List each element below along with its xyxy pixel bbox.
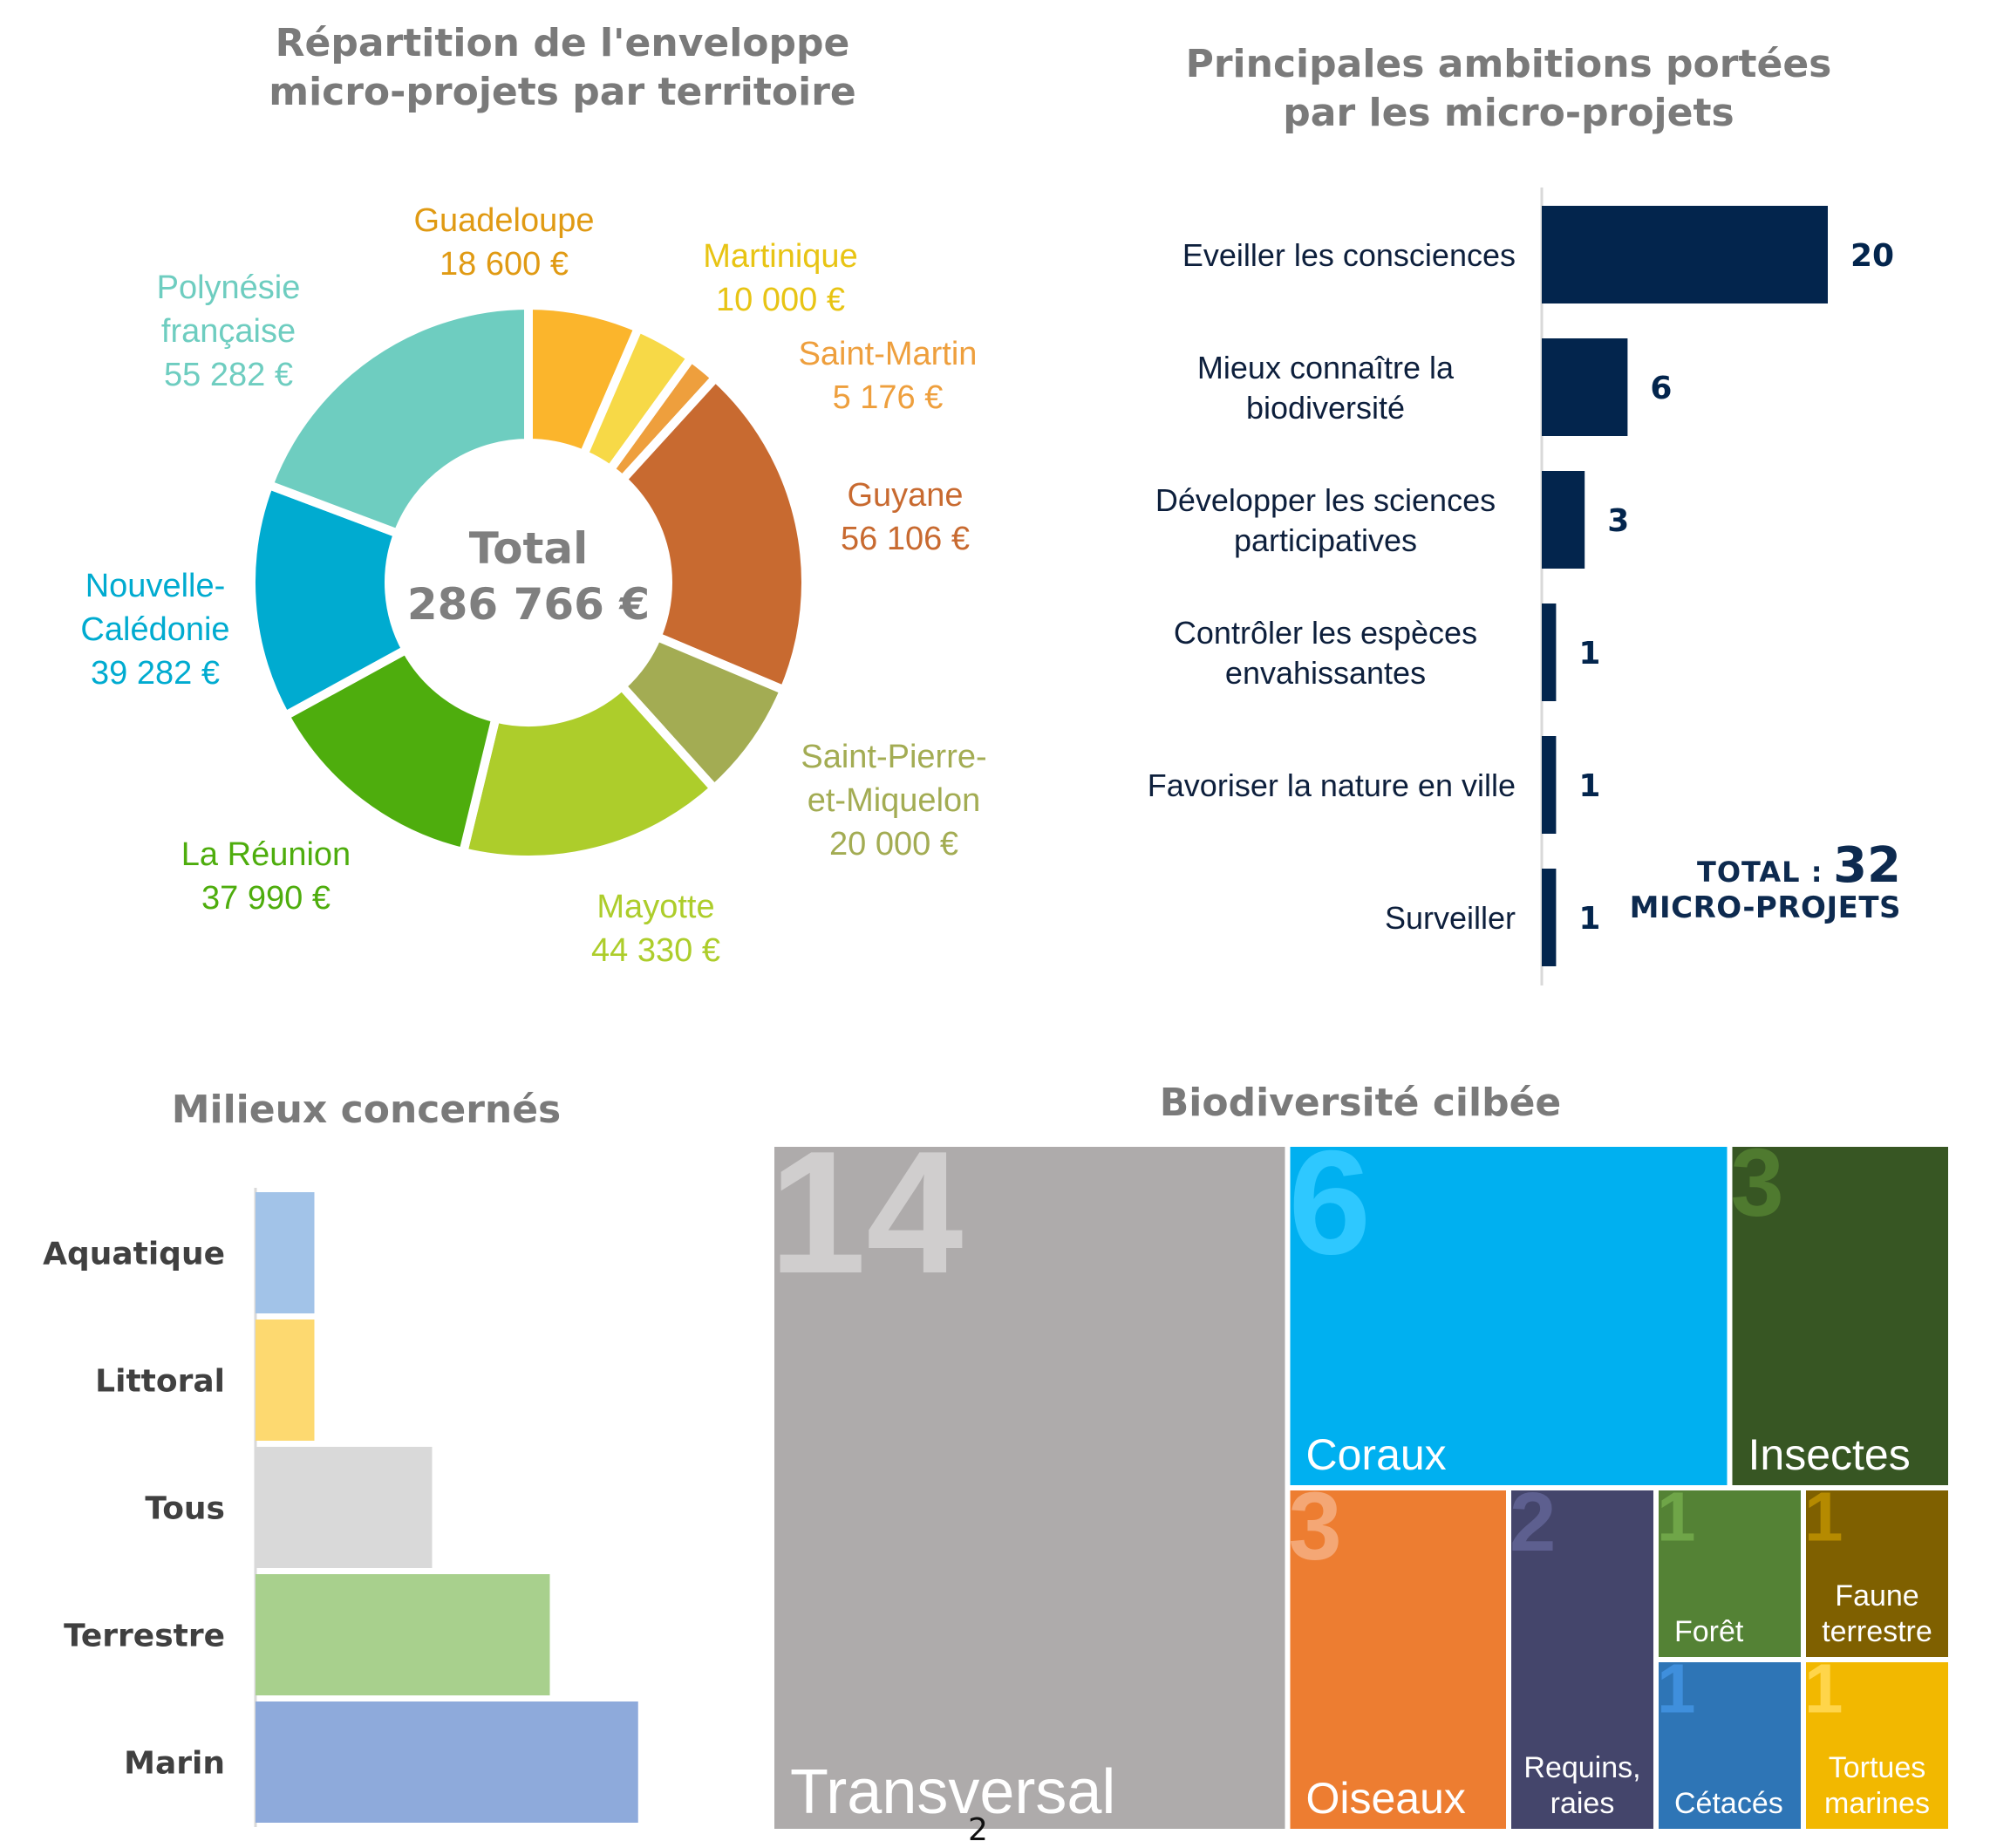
slice-label-guadeloupe: Guadeloupe 18 600 €	[413, 202, 594, 283]
treemap-value-oiseaux: 3	[1289, 1473, 1342, 1580]
milieux-bar-chart: Aquatique Littoral Tous Terrestre Marin	[43, 1188, 638, 1827]
ambition-value-2: 3	[1607, 503, 1629, 539]
ambition-label-2: Développer les sciences participatives	[1155, 482, 1496, 558]
milieu-label-tous: Tous	[145, 1491, 225, 1527]
ambition-value-4: 1	[1578, 768, 1600, 804]
ambition-value-5: 1	[1578, 901, 1600, 937]
milieu-bar-littoral	[256, 1320, 315, 1441]
treemap-value-transversal: 14	[769, 1115, 963, 1310]
ambition-value-0: 20	[1850, 238, 1894, 274]
total-unit: MICRO-PROJETS	[1629, 890, 1901, 925]
total-label: TOTAL :	[1697, 856, 1823, 889]
milieu-bar-marin	[256, 1701, 638, 1823]
treemap-label-foret: Forêt	[1674, 1615, 1744, 1648]
ambition-label-5: Surveiller	[1385, 900, 1516, 936]
ambitions-chart-title: Principales ambitions portées par les mi…	[1185, 42, 1832, 135]
treemap-value-tortues-marines: 1	[1804, 1650, 1843, 1728]
milieu-label-terrestre: Terrestre	[64, 1619, 225, 1654]
treemap-cell-faune-terrestre: 1 Faune terrestre	[1804, 1478, 1948, 1657]
treemap-rect-cetaces	[1659, 1662, 1801, 1829]
milieux-chart-title: Milieux concernés	[171, 1088, 562, 1132]
donut-chart-title: Répartition de l'enveloppe micro-projets…	[269, 21, 856, 114]
treemap-cell-cetaces: 1 Cétacés	[1657, 1650, 1801, 1829]
slice-label-la-reunion: La Réunion 37 990 €	[181, 836, 351, 917]
ambition-label-0: Eveiller les consciences	[1182, 237, 1516, 273]
slice-label-polynesie-francaise: Polynésie française 55 282 €	[157, 269, 301, 393]
total-value: 32	[1833, 837, 1901, 894]
milieu-bar-tous	[256, 1447, 433, 1568]
ambition-label-4: Favoriser la nature en ville	[1148, 767, 1516, 803]
treemap-value-cetaces: 1	[1657, 1650, 1696, 1728]
treemap-label-cetaces: Cétacés	[1674, 1787, 1783, 1820]
ambitions-bar-chart: 20 Eveiller les consciences 6 Mieux connaît…	[1148, 188, 1894, 985]
treemap-label-oiseaux: Oiseaux	[1306, 1774, 1466, 1823]
total-projects-box: TOTAL : 32 MICRO-PROJETS	[1587, 837, 1901, 925]
treemap-cell-tortues-marines: 1 Tortues marines	[1804, 1650, 1948, 1829]
ambition-bar-4	[1542, 736, 1557, 834]
ambition-bar-2	[1542, 471, 1585, 569]
ambition-value-1: 6	[1650, 371, 1672, 406]
treemap-value-foret: 1	[1657, 1478, 1696, 1556]
ambition-value-3: 1	[1578, 636, 1600, 672]
slice-label-saint-martin: Saint-Martin 5 176 €	[799, 336, 978, 416]
slice-label-martinique: Martinique 10 000 €	[703, 238, 857, 318]
treemap-cell-oiseaux: 3 Oiseaux	[1289, 1473, 1506, 1829]
treemap-cell-insectes: 3 Insectes	[1731, 1129, 1948, 1485]
milieu-bar-terrestre	[256, 1574, 550, 1695]
slice-label-mayotte: Mayotte 44 330 €	[591, 889, 720, 969]
treemap-rect-transversal	[774, 1147, 1285, 1829]
treemap-value-requins-raies: 2	[1510, 1476, 1556, 1569]
treemap-rect-insectes	[1732, 1147, 1948, 1485]
milieu-label-littoral: Littoral	[95, 1364, 225, 1400]
treemap-value-faune-terrestre: 1	[1804, 1478, 1843, 1556]
treemap-rect-faune-terrestre	[1806, 1490, 1948, 1657]
page-number: 2	[968, 1812, 988, 1848]
treemap-cell-transversal: 14 Transversal	[769, 1115, 1285, 1829]
treemap-label-tortues-marines: Tortues marines	[1824, 1751, 1930, 1820]
treemap-cell-coraux: 6 Coraux	[1289, 1120, 1728, 1485]
slice-nouvelle-caledonie	[247, 481, 411, 720]
treemap-label-coraux: Coraux	[1306, 1430, 1447, 1479]
treemap-rect-foret	[1659, 1490, 1801, 1657]
treemap-rect-coraux	[1290, 1147, 1728, 1485]
treemap-cell-requins-raies: 2 Requins, raies	[1510, 1476, 1653, 1829]
slice-la-reunion	[281, 644, 501, 857]
ambition-label-1: Mieux connaître la biodiversité	[1197, 350, 1455, 426]
slice-polynesie-francaise	[264, 301, 533, 538]
treemap-rect-requins-raies	[1511, 1490, 1653, 1829]
treemap-rect-oiseaux	[1290, 1490, 1506, 1829]
treemap-cell-foret: 1 Forêt	[1657, 1478, 1801, 1657]
ambition-bar-0	[1542, 206, 1828, 303]
slice-label-saint-pierre-et-miquelon: Saint-Pierre-et-Miquelon 20 000 €	[801, 739, 986, 863]
ambition-bar-1	[1542, 338, 1628, 436]
ambition-bar-5	[1542, 869, 1557, 966]
ambition-bar-3	[1542, 603, 1557, 701]
treemap-title: Biodiversité cilbée	[1159, 1081, 1562, 1125]
treemap-label-transversal: Transversal	[790, 1757, 1115, 1827]
treemap-value-coraux: 6	[1289, 1120, 1372, 1285]
slice-guyane	[617, 373, 810, 695]
slice-mayotte	[459, 681, 719, 864]
milieu-bar-aquatique	[256, 1192, 315, 1313]
slice-label-guyane: Guyane 56 106 €	[841, 477, 970, 557]
treemap-rect-tortues-marines	[1806, 1662, 1948, 1829]
ambition-label-3: Contrôler les espèces envahissantes	[1174, 615, 1477, 691]
milieu-label-aquatique: Aquatique	[43, 1237, 225, 1272]
slice-label-nouvelle-caledonie: Nouvelle-Calédonie 39 282 €	[80, 568, 229, 692]
donut-center-label: Total	[469, 523, 589, 574]
treemap-label-faune-terrestre: Faune terrestre	[1822, 1579, 1932, 1648]
treemap-label-insectes: Insectes	[1748, 1430, 1911, 1479]
milieu-label-marin: Marin	[124, 1746, 225, 1782]
treemap-value-insectes: 3	[1731, 1129, 1784, 1237]
treemap-label-requins-raies: Requins, raies	[1523, 1751, 1640, 1820]
donut-center-value: 286 766 €	[407, 579, 650, 630]
